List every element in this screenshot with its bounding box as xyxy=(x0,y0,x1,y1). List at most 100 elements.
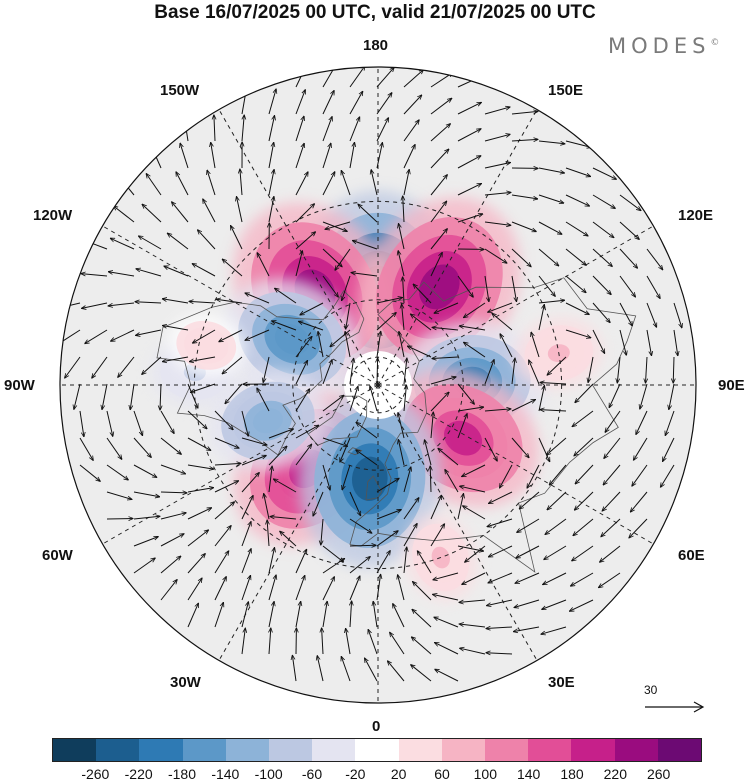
coastline-outline xyxy=(156,290,365,456)
wind-vector xyxy=(187,437,211,450)
colorbar-swatch xyxy=(485,739,529,761)
wind-vector xyxy=(160,580,177,601)
reference-vector-label: 30 xyxy=(644,683,658,697)
wind-vector xyxy=(538,275,555,296)
wind-vector xyxy=(268,548,275,574)
wind-vector xyxy=(403,385,406,412)
lon-label-60w: 60W xyxy=(42,547,73,564)
wind-vector xyxy=(619,275,635,297)
wind-vector xyxy=(241,496,253,520)
wind-vector xyxy=(241,549,251,574)
wind-vector xyxy=(135,302,162,303)
wind-vector xyxy=(295,172,308,196)
wind-vector xyxy=(547,491,567,510)
wind-vector xyxy=(189,356,216,362)
wind-vector xyxy=(417,551,432,574)
wind-vector xyxy=(538,167,565,173)
wind-vector xyxy=(346,302,351,329)
wind-vector xyxy=(484,192,511,196)
wind-vector xyxy=(240,169,242,196)
wind-vector xyxy=(547,356,567,375)
wind-vector xyxy=(527,464,540,488)
wind-vector xyxy=(322,577,334,601)
wind-vector xyxy=(295,232,316,250)
wind-vector xyxy=(106,491,132,499)
wind-vector xyxy=(136,269,162,277)
wind-vector xyxy=(351,273,378,277)
wind-vector xyxy=(430,253,442,277)
wind-vector xyxy=(356,450,378,466)
wind-vector xyxy=(538,221,562,234)
wind-vector xyxy=(211,142,216,169)
wind-vector xyxy=(130,383,135,410)
wind-vector xyxy=(274,479,297,493)
wind-vector xyxy=(322,559,345,574)
wind-vector xyxy=(460,648,486,655)
wind-vector xyxy=(393,604,405,628)
wind-vector xyxy=(376,331,381,358)
wind-vector xyxy=(342,275,351,301)
wind-vector xyxy=(267,520,269,547)
wind-vector xyxy=(187,464,214,469)
wind-vector xyxy=(241,628,245,655)
wind-vector xyxy=(133,491,160,497)
wind-vector xyxy=(322,437,348,446)
wind-vector xyxy=(198,230,216,250)
wind-vector xyxy=(407,346,432,358)
wind-vector xyxy=(160,410,174,434)
wind-vector xyxy=(603,464,621,485)
wind-vector xyxy=(538,386,544,412)
wind-vector xyxy=(106,410,113,436)
wind-vector xyxy=(565,221,588,236)
wind-vector xyxy=(160,464,186,474)
wind-vector xyxy=(376,574,381,601)
wind-vector xyxy=(457,129,481,142)
wind-vector xyxy=(92,356,108,378)
wind-vector xyxy=(349,91,363,115)
wind-vector xyxy=(268,466,272,493)
wind-vector xyxy=(438,448,459,466)
wind-vector xyxy=(295,601,301,628)
wind-vector xyxy=(432,357,459,359)
wind-vector xyxy=(565,302,589,315)
wind-vector xyxy=(434,302,459,313)
wind-vector xyxy=(538,300,565,304)
meridian-line xyxy=(218,109,379,386)
wind-vector xyxy=(511,400,535,412)
map-title: Base 16/07/2025 00 UTC, valid 21/07/2025… xyxy=(154,2,596,23)
wind-vector xyxy=(433,572,459,580)
wind-vector xyxy=(488,572,513,583)
wind-vector xyxy=(187,578,202,601)
meridian-line xyxy=(102,225,379,386)
wind-vector xyxy=(516,545,540,558)
wind-vector xyxy=(189,301,216,303)
wind-vector xyxy=(241,522,251,547)
wind-vector xyxy=(257,253,270,277)
wind-vector xyxy=(511,437,529,458)
colorbar-ticks: -260 -220 -180 -140 -100 -60 -20 20 60 100 140 180 2… xyxy=(52,766,702,782)
colorbar-tick-label: 140 xyxy=(516,766,541,782)
meridian-line xyxy=(377,225,654,386)
wind-vector xyxy=(398,413,405,439)
wind-vector xyxy=(192,264,216,277)
wind-vector xyxy=(484,221,511,225)
wind-vector xyxy=(268,89,276,115)
wind-vector xyxy=(295,116,304,142)
wind-vector xyxy=(341,657,351,682)
wind-vector xyxy=(349,545,376,546)
wind-vector xyxy=(399,224,405,250)
colorbar-tick-label: -20 xyxy=(345,766,366,782)
wind-vector xyxy=(222,259,243,277)
wind-vector xyxy=(377,358,378,385)
colorbar-tick-label: -220 xyxy=(124,766,153,782)
wind-vector xyxy=(322,464,330,490)
wind-vector xyxy=(571,572,594,586)
wind-vector xyxy=(403,498,419,520)
wind-vector xyxy=(592,248,612,267)
wind-vector xyxy=(74,383,81,409)
wind-vector xyxy=(65,356,81,378)
wind-vector xyxy=(368,630,378,655)
wind-vector xyxy=(370,386,378,412)
wind-vector xyxy=(484,107,510,115)
colorbar xyxy=(52,738,702,762)
